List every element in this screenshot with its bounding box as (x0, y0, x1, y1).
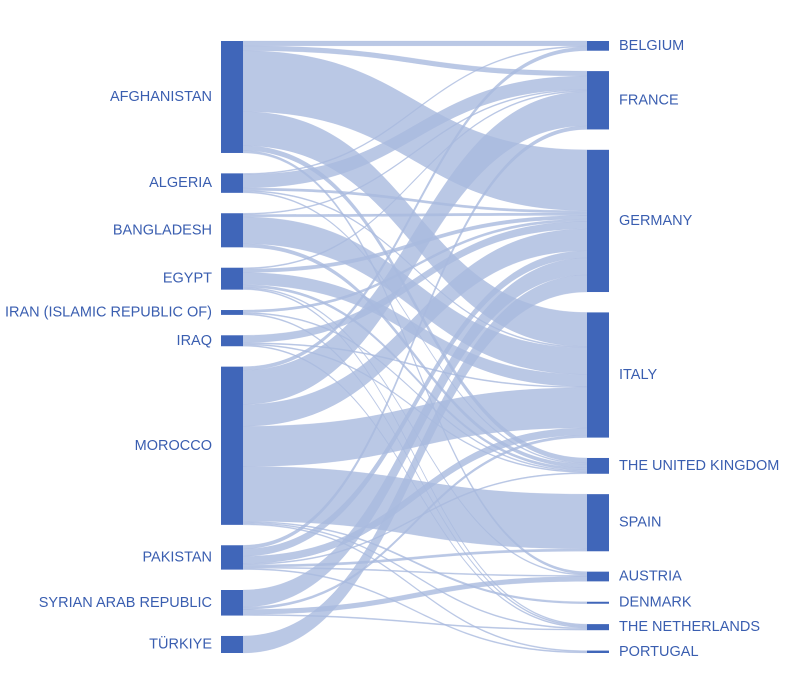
target-label-germany: GERMANY (619, 213, 693, 229)
target-node-france (587, 71, 609, 130)
source-label-morocco: MOROCCO (135, 438, 212, 454)
source-label-iraq: IRAQ (177, 333, 212, 349)
target-label-austria: AUSTRIA (619, 569, 682, 585)
target-label-portugal: PORTUGAL (619, 644, 699, 660)
source-node-egypt (221, 267, 243, 290)
target-label-denmark: DENMARK (619, 595, 692, 611)
source-label-bangladesh: BANGLADESH (113, 222, 212, 238)
source-label-iran: IRAN (ISLAMIC REPUBLIC OF) (5, 304, 212, 320)
link-syria-netherlands (242, 614, 588, 631)
source-node-bangladesh (221, 213, 243, 248)
source-node-pakistan (221, 545, 243, 570)
source-label-egypt: EGYPT (163, 271, 212, 287)
source-node-afghanistan (221, 41, 243, 153)
target-label-belgium: BELGIUM (619, 38, 684, 54)
target-node-belgium (587, 41, 609, 51)
target-label-italy: ITALY (619, 367, 657, 383)
target-node-austria (587, 571, 609, 582)
link-pakistan-portugal (242, 568, 588, 654)
target-node-uk (587, 457, 609, 474)
source-node-algeria (221, 173, 243, 193)
target-node-netherlands (587, 624, 609, 631)
source-label-pakistan: PAKISTAN (142, 549, 212, 565)
link-afghanistan-belgium (242, 40, 588, 47)
source-node-turkiye (221, 635, 243, 653)
source-label-syria: SYRIAN ARAB REPUBLIC (39, 595, 212, 611)
source-label-algeria: ALGERIA (149, 175, 212, 191)
target-node-germany (587, 149, 609, 293)
target-node-portugal (587, 650, 609, 654)
source-node-iran (221, 310, 243, 315)
nodes-group (221, 41, 609, 654)
target-node-spain (587, 494, 609, 552)
source-node-morocco (221, 366, 243, 525)
links-group (242, 40, 588, 654)
link-bangladesh-germany (242, 212, 588, 218)
labels-group: AFGHANISTAN ALGERIA BANGLADESH EGYPT IRAN (I… (5, 38, 779, 660)
target-label-uk: THE UNITED KINGDOM (619, 458, 779, 474)
link-turkiye-germany (242, 274, 588, 654)
target-label-spain: SPAIN (619, 515, 661, 531)
link-morocco-spain (242, 466, 588, 550)
source-node-iraq (221, 335, 243, 347)
source-label-afghanistan: AFGHANISTAN (110, 89, 212, 105)
target-label-netherlands: THE NETHERLANDS (619, 619, 760, 635)
target-node-italy (587, 312, 609, 438)
source-label-turkiye: TÜRKIYE (149, 634, 212, 652)
source-node-syria (221, 590, 243, 616)
target-label-france: FRANCE (619, 92, 679, 108)
target-node-denmark (587, 601, 609, 604)
